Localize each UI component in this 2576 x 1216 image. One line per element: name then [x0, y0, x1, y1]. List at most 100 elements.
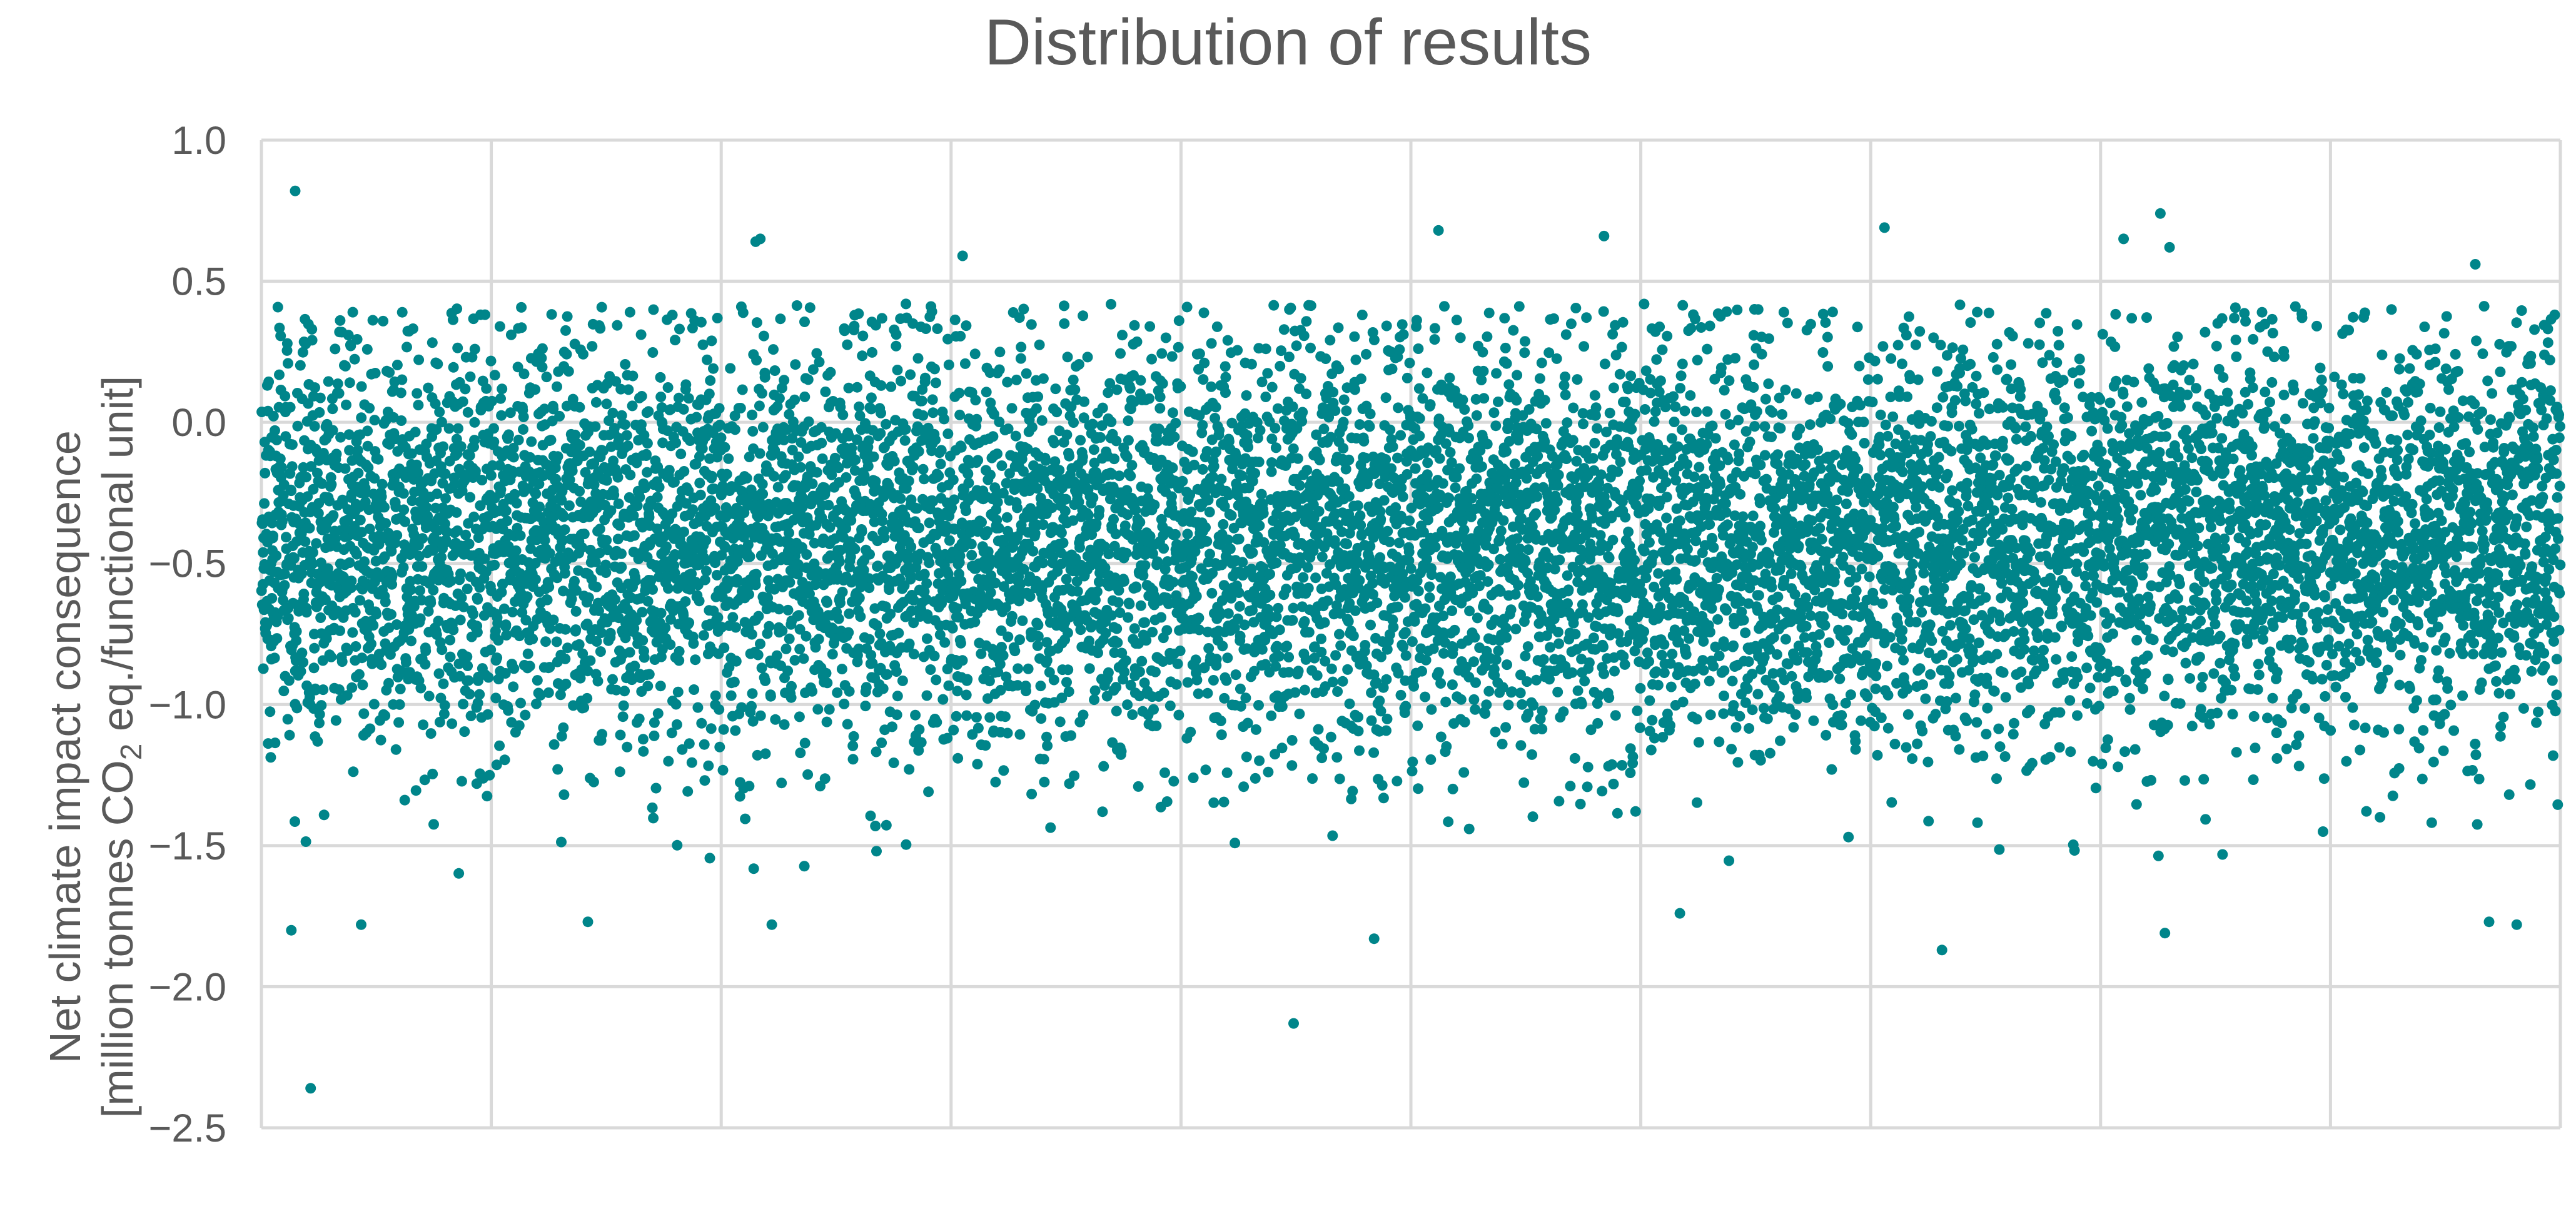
data-point: [971, 712, 982, 722]
data-point: [648, 813, 659, 823]
data-point: [1009, 646, 1020, 656]
data-point: [616, 562, 627, 572]
data-point: [501, 630, 512, 641]
data-point: [814, 634, 824, 644]
data-point: [495, 393, 506, 404]
data-point: [877, 313, 887, 323]
data-point: [1360, 640, 1370, 651]
data-point: [1129, 623, 1140, 634]
data-point: [1354, 746, 1365, 756]
data-point: [794, 711, 805, 722]
data-point: [649, 731, 660, 741]
data-point: [1220, 361, 1231, 372]
data-point: [1327, 831, 1338, 841]
data-point: [552, 764, 563, 775]
data-point: [1291, 340, 1302, 351]
data-point: [546, 435, 557, 445]
data-point: [780, 470, 791, 480]
data-point: [1045, 823, 1056, 833]
data-point: [396, 388, 407, 398]
data-point: [1023, 664, 1034, 674]
data-point: [1338, 417, 1349, 427]
data-point: [922, 691, 932, 701]
data-point: [931, 717, 942, 727]
data-point: [1113, 597, 1124, 608]
data-point: [1191, 675, 1202, 686]
data-point: [924, 517, 935, 528]
data-point: [507, 607, 518, 617]
data-point: [358, 708, 369, 719]
data-point: [1155, 392, 1166, 402]
data-point: [1205, 507, 1215, 517]
data-point: [1312, 670, 1323, 681]
data-point: [1382, 714, 1393, 724]
data-point: [820, 387, 831, 397]
data-point: [872, 560, 883, 571]
data-point: [1139, 560, 1150, 570]
data-point: [1047, 502, 1058, 513]
data-point: [879, 532, 890, 543]
data-point: [1283, 652, 1294, 662]
data-point: [684, 617, 694, 628]
data-point: [648, 305, 659, 315]
data-point: [283, 358, 293, 368]
data-point: [1136, 600, 1146, 611]
data-point: [440, 493, 451, 504]
data-point: [916, 737, 927, 747]
data-point: [1200, 522, 1211, 533]
data-point: [901, 424, 911, 435]
data-point: [1017, 616, 1028, 626]
data-point: [998, 765, 1009, 776]
data-point: [994, 365, 1005, 375]
data-point: [644, 669, 655, 680]
data-point: [340, 361, 351, 372]
data-point: [459, 726, 470, 737]
data-point: [881, 820, 892, 831]
data-point: [684, 738, 695, 749]
data-point: [747, 629, 757, 640]
data-point: [649, 717, 660, 728]
data-point: [472, 627, 483, 637]
data-point: [427, 337, 438, 348]
data-point: [1002, 377, 1013, 388]
data-point: [391, 530, 402, 540]
data-point: [1089, 694, 1099, 705]
data-point: [1255, 425, 1266, 435]
data-point: [695, 490, 706, 500]
data-point: [623, 440, 634, 451]
data-point: [1381, 392, 1392, 403]
data-point: [670, 335, 680, 345]
data-point: [703, 761, 714, 771]
data-point: [522, 591, 533, 602]
data-point: [1182, 301, 1193, 312]
data-point: [1112, 637, 1123, 648]
data-point: [515, 698, 526, 709]
data-point: [877, 515, 887, 526]
data-point: [1126, 460, 1137, 470]
data-point: [1106, 417, 1116, 427]
data-point: [1381, 726, 1392, 736]
data-point: [774, 393, 785, 403]
data-point: [784, 528, 794, 539]
data-point: [445, 635, 455, 646]
data-point: [1369, 335, 1380, 345]
data-point: [518, 412, 529, 422]
scatter-plot: 1.00.50.0−0.5−1.0−1.5−2.0−2.5: [0, 0, 2576, 1157]
data-point: [620, 419, 630, 430]
data-point: [647, 803, 658, 813]
data-point: [651, 783, 662, 794]
data-point: [1191, 591, 1202, 602]
data-point: [972, 759, 982, 769]
data-point: [952, 753, 963, 764]
data-point: [353, 468, 363, 479]
data-point: [1066, 730, 1076, 741]
data-point: [870, 821, 881, 831]
data-point: [932, 323, 942, 334]
data-point: [574, 639, 585, 650]
data-point: [1143, 484, 1153, 494]
data-point: [1028, 546, 1038, 557]
data-point: [973, 723, 984, 734]
data-point: [489, 560, 500, 570]
data-point: [554, 411, 565, 422]
data-point: [457, 776, 467, 787]
